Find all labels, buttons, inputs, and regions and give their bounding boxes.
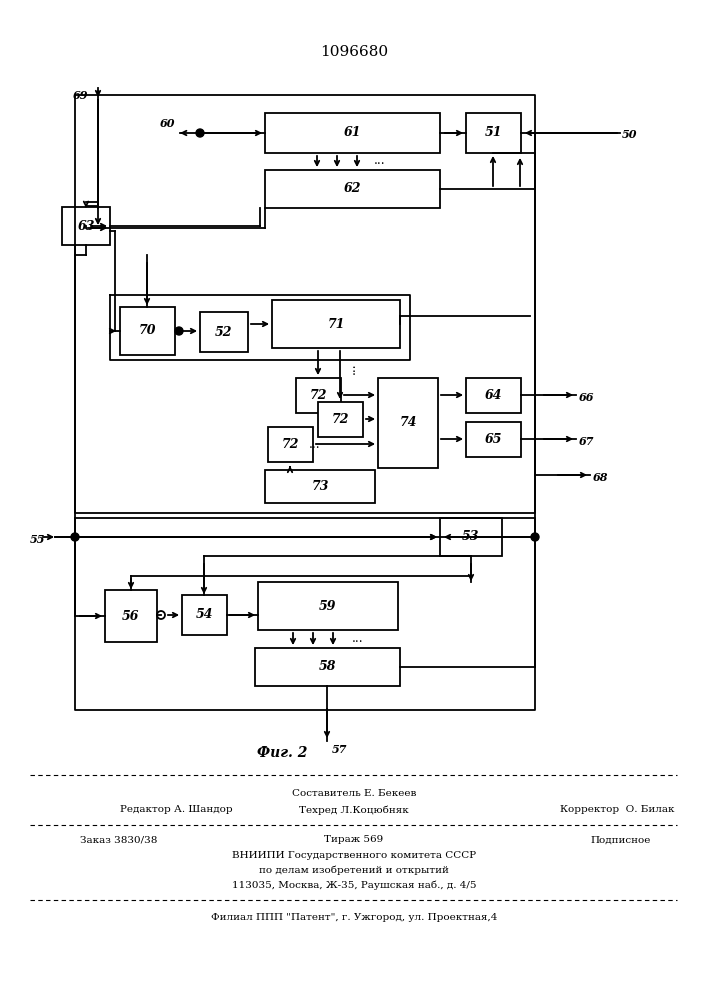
Bar [378,378,438,468]
Text: 59: 59 [320,599,337,612]
Text: 72: 72 [310,389,327,402]
Text: 62: 62 [344,182,361,196]
Text: Заказ 3830/38: Заказ 3830/38 [80,836,158,844]
Text: 70: 70 [139,324,156,338]
Bar [265,113,440,153]
Text: Подписное: Подписное [590,836,650,844]
Text: Техред Л.Коцюбняк: Техред Л.Коцюбняк [299,805,409,815]
Text: 72: 72 [332,413,349,426]
Text: Составитель Е. Бекеев: Составитель Е. Бекеев [292,788,416,798]
Bar [265,470,375,503]
Bar [466,113,521,153]
Bar [255,648,400,686]
Text: 63: 63 [77,220,95,232]
Text: Филиал ППП "Патент", г. Ужгород, ул. Проектная,4: Филиал ППП "Патент", г. Ужгород, ул. Про… [211,914,497,922]
Bar [268,427,313,462]
Circle shape [531,533,539,541]
Text: 52: 52 [215,326,233,338]
Text: 60: 60 [160,118,175,129]
Bar [265,170,440,208]
Bar [272,300,400,348]
Text: 51: 51 [485,126,502,139]
Bar [105,590,157,642]
Text: ...: ... [374,154,386,167]
Text: 54: 54 [196,608,214,621]
Text: ...: ... [352,633,364,646]
Text: 58: 58 [319,660,337,674]
Text: 1096680: 1096680 [320,45,388,59]
Text: 113035, Москва, Ж-35, Раушская наб., д. 4/5: 113035, Москва, Ж-35, Раушская наб., д. … [232,880,477,890]
Bar [466,422,521,457]
Text: 66: 66 [579,392,595,403]
Bar [120,307,175,355]
Text: 56: 56 [122,609,140,622]
Text: Редактор А. Шандор: Редактор А. Шандор [120,806,233,814]
Text: 68: 68 [593,472,609,483]
Text: 65: 65 [485,433,502,446]
Text: ...: ... [309,438,321,450]
Bar [318,402,363,437]
Circle shape [175,327,183,335]
Text: 67: 67 [579,436,595,447]
Text: Тираж 569: Тираж 569 [325,836,384,844]
Text: ...: ... [344,362,358,374]
Text: по делам изобретений и открытий: по делам изобретений и открытий [259,865,449,875]
Text: 64: 64 [485,389,502,402]
Bar [200,312,248,352]
Bar [182,595,227,635]
Text: 57: 57 [332,744,348,755]
Bar [258,582,398,630]
Text: Фиг. 2: Фиг. 2 [257,746,308,760]
Text: 53: 53 [462,530,480,544]
Text: 72: 72 [282,438,299,451]
Text: Корректор  О. Билак: Корректор О. Билак [560,806,674,814]
Text: 55: 55 [30,534,45,545]
Bar [62,207,110,245]
Text: ВНИИПИ Государственного комитета СССР: ВНИИПИ Государственного комитета СССР [232,850,476,859]
Bar [296,378,341,413]
Circle shape [71,533,79,541]
Circle shape [196,129,204,137]
Text: 69: 69 [73,90,88,101]
Text: 73: 73 [311,480,329,493]
Text: 50: 50 [622,129,638,140]
Bar [466,378,521,413]
Text: 61: 61 [344,126,361,139]
Text: 71: 71 [327,318,345,330]
Text: 74: 74 [399,416,416,430]
Bar [440,518,502,556]
